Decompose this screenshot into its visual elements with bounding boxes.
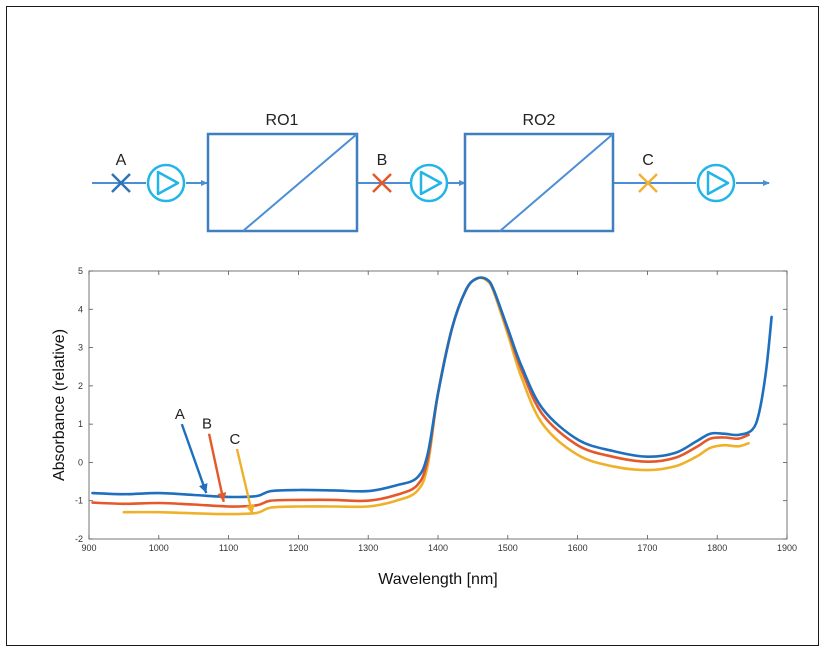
x-tick-label: 1300: [358, 543, 378, 553]
x-tick-label: 1500: [498, 543, 518, 553]
pump-icon: [146, 163, 186, 203]
annotation-label: C: [230, 431, 241, 448]
sample-point-c: C: [638, 152, 658, 193]
process-diagram: RO1 RO2 A B C: [92, 112, 770, 233]
axis-ticks: 900 1000 1100 1200 1300 1400 1500 1600 1700 1800 1…: [75, 266, 797, 553]
x-axis-label: Wavelength [nm]: [378, 571, 497, 588]
x-tick-label: 1000: [149, 543, 169, 553]
pump-icon: [409, 163, 449, 203]
annotation-label: B: [202, 416, 212, 433]
y-tick-label: 4: [78, 304, 83, 314]
sample-point-a-label: A: [116, 152, 127, 169]
x-tick-label: 1900: [777, 543, 797, 553]
annotation-layer: AB C: [175, 406, 255, 515]
x-tick-label: 1200: [288, 543, 308, 553]
y-tick-label: -1: [75, 496, 83, 506]
y-tick-label: 0: [78, 457, 83, 467]
ro1-label: RO1: [266, 112, 299, 129]
series-line-a: [91, 276, 773, 499]
y-tick-label: 5: [78, 266, 83, 276]
annotation-arrowhead: [245, 504, 255, 515]
plot-area: [88, 270, 788, 540]
x-tick-label: 1700: [637, 543, 657, 553]
y-tick-label: 3: [78, 343, 83, 353]
series-layer: [91, 276, 773, 516]
sample-point-c-label: C: [642, 152, 654, 169]
sample-point-a: A: [111, 152, 131, 193]
annotation-arrow: [207, 433, 225, 503]
annotation-arrow: [235, 448, 254, 515]
x-tick-label: 1100: [219, 543, 238, 553]
y-tick-label: 1: [78, 419, 83, 429]
ro1-unit: RO1: [206, 112, 359, 233]
ro2-label: RO2: [523, 112, 556, 129]
x-tick-label: 1800: [707, 543, 727, 553]
y-axis-label: Absorbance (relative): [51, 329, 68, 481]
x-tick-label: 1400: [428, 543, 448, 553]
ro2-unit: RO2: [463, 112, 615, 233]
y-tick-label: -2: [75, 534, 83, 544]
x-tick-label: 1600: [568, 543, 588, 553]
x-tick-label: 900: [81, 543, 96, 553]
annotation-arrowhead: [199, 483, 208, 494]
y-tick-label: 2: [78, 381, 83, 391]
pump-icon: [696, 163, 736, 203]
sample-point-b-label: B: [377, 152, 388, 169]
annotation-arrow: [180, 423, 208, 494]
sample-point-b: B: [372, 152, 392, 193]
annotation-arrowhead: [217, 492, 227, 502]
annotation-label: A: [175, 406, 185, 423]
